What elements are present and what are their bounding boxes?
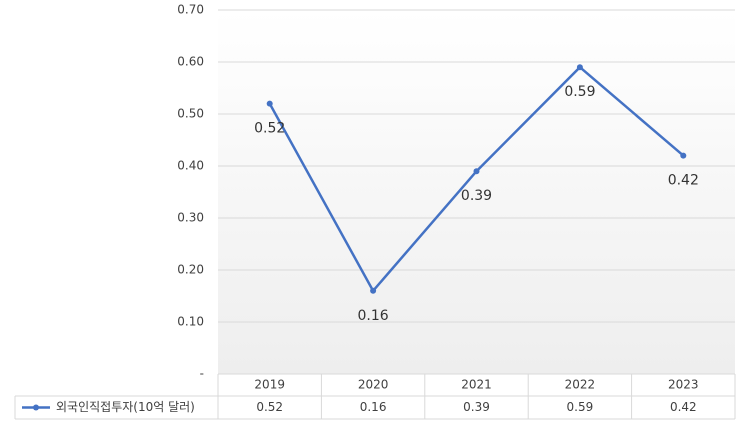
- point: [473, 168, 480, 175]
- y-tick-label: 0.20: [177, 263, 204, 277]
- table-value: 0.42: [670, 400, 697, 414]
- data-label: 0.39: [461, 188, 492, 204]
- legend-marker: [33, 404, 39, 411]
- x-tick-label: 2023: [668, 378, 699, 392]
- y-tick-label: 0.70: [177, 3, 204, 17]
- point: [370, 287, 377, 294]
- legend-label: 외국인직접투자(10억 달러): [56, 400, 195, 414]
- y-tick-label: 0.10: [177, 315, 204, 329]
- x-tick-label: 2022: [565, 378, 596, 392]
- point: [576, 64, 583, 71]
- data-label: 0.59: [564, 84, 595, 100]
- y-tick-label: -: [200, 367, 204, 381]
- table-value: 0.52: [256, 400, 283, 414]
- point: [680, 152, 687, 159]
- table-value: 0.16: [360, 400, 387, 414]
- data-label: 0.16: [358, 308, 389, 324]
- y-tick-label: 0.50: [177, 107, 204, 121]
- point: [266, 100, 273, 107]
- x-tick-label: 2021: [461, 378, 492, 392]
- table-value: 0.59: [567, 400, 594, 414]
- data-label: 0.52: [254, 121, 285, 137]
- y-tick-label: 0.30: [177, 211, 204, 225]
- y-tick-label: 0.40: [177, 159, 204, 173]
- table-value: 0.39: [463, 400, 490, 414]
- plot-area: [218, 10, 735, 374]
- y-tick-label: 0.60: [177, 55, 204, 69]
- x-tick-label: 2020: [358, 378, 389, 392]
- data-label: 0.42: [668, 173, 699, 189]
- x-tick-label: 2019: [254, 378, 285, 392]
